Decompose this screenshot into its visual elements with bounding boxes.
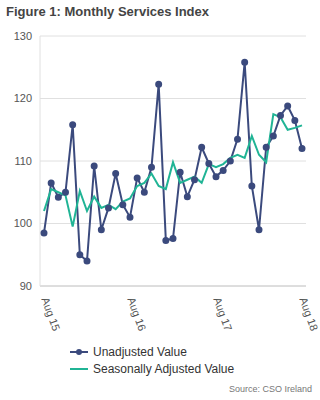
svg-text:90: 90: [20, 280, 32, 292]
svg-text:Aug 15: Aug 15: [39, 296, 62, 333]
svg-text:110: 110: [14, 155, 32, 167]
html-text:Figure 1: Monthly Services Ind: Figure 1: Monthly Services Index: [6, 4, 209, 19]
svg-text:Aug 16: Aug 16: [125, 296, 148, 333]
svg-text:120: 120: [14, 92, 32, 104]
html-text:Source: CSO Ireland: Source: CSO Ireland: [229, 384, 312, 394]
svg-text:Aug 18: Aug 18: [297, 296, 312, 333]
svg-text:Aug 17: Aug 17: [211, 296, 234, 333]
html-text:Seasonally Adjusted Value: Seasonally Adjusted Value: [93, 361, 235, 376]
svg-text:100: 100: [14, 217, 32, 229]
svg-text:130: 130: [14, 30, 32, 42]
html-text:Unadjusted Value: Unadjusted Value: [93, 344, 187, 359]
